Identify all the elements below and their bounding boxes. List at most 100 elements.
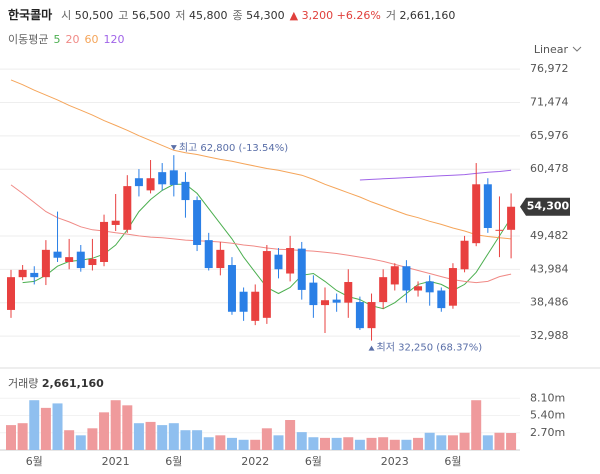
- y-tick-label: 5.40m: [530, 409, 565, 422]
- legend-entry: 60: [84, 33, 99, 46]
- candle-body: [483, 184, 492, 228]
- ma-legend: 이동평균 5 20 60 120: [8, 31, 124, 47]
- volume-bar: [471, 400, 482, 450]
- candle-body: [344, 282, 353, 303]
- field: 종 54,300: [233, 7, 285, 23]
- ma-line: [10, 79, 512, 240]
- volume-bar: [285, 420, 296, 450]
- candle-body: [507, 206, 516, 230]
- volume-bar: [296, 432, 307, 450]
- annotation-marker: [170, 145, 177, 151]
- ma-line: [359, 169, 512, 181]
- volume-bar: [157, 425, 168, 450]
- candle-body: [65, 257, 74, 262]
- volume-bar: [413, 437, 424, 450]
- candle-body: [158, 172, 167, 185]
- x-tick-label: 6월: [26, 455, 43, 468]
- field-label: 저: [175, 9, 186, 22]
- scale-label: Linear: [534, 43, 569, 56]
- volume-bar: [192, 430, 203, 450]
- volume-bar: [64, 430, 75, 450]
- volume-bar: [308, 437, 319, 450]
- field-label: 종: [232, 9, 243, 22]
- volume-bar: [436, 435, 447, 450]
- x-tick-label: 6월: [444, 455, 461, 468]
- x-tick-label: 2023: [381, 455, 409, 468]
- volume-bar: [110, 400, 121, 450]
- candle-body: [193, 200, 202, 245]
- field-value: 2,661,160: [399, 9, 456, 22]
- volume-bar: [459, 432, 470, 450]
- volume-bar: [494, 432, 505, 450]
- volume-title: 거래량 2,661,160: [8, 377, 104, 390]
- y-tick-label: 71,474: [530, 96, 569, 109]
- candle-body: [100, 221, 109, 262]
- candle-body: [251, 291, 260, 321]
- y-tick-label: 8.10m: [530, 391, 565, 404]
- candle-body: [123, 186, 132, 230]
- candle-body: [239, 291, 248, 312]
- volume-bar: [145, 421, 156, 450]
- candle-body: [355, 302, 364, 329]
- candle-body: [460, 240, 469, 270]
- volume-bar: [168, 423, 179, 450]
- candle-body: [134, 178, 143, 187]
- legend-entry: 120: [103, 33, 125, 46]
- candle-body: [169, 170, 178, 185]
- candle-body: [41, 249, 50, 278]
- field: 고 56,500: [118, 7, 170, 23]
- candle-body: [76, 251, 85, 269]
- volume-bar: [401, 439, 412, 450]
- volume-bar: [389, 439, 400, 450]
- y-tick-label: 43,984: [530, 262, 569, 275]
- legend-entry: 20: [65, 33, 80, 46]
- price-tag-label: 54,300: [527, 200, 570, 213]
- volume-bar: [75, 435, 86, 450]
- y-tick-label: 60,478: [530, 162, 569, 175]
- candle-body: [472, 184, 481, 244]
- volume-bar: [261, 428, 272, 450]
- field-label: 고: [118, 9, 129, 22]
- field-value: 56,500: [131, 9, 171, 22]
- volume-bar: [343, 437, 354, 450]
- candle-body: [204, 240, 213, 269]
- candle-body: [437, 290, 446, 309]
- candle-body: [402, 266, 411, 291]
- candle-body: [18, 269, 27, 278]
- candle-body: [111, 220, 120, 225]
- volume-bar: [273, 435, 284, 450]
- field-value: 50,500: [74, 9, 114, 22]
- volume-bar: [133, 423, 144, 450]
- candle-body: [274, 254, 283, 270]
- y-tick-label: 65,976: [530, 129, 569, 142]
- volume-bar: [99, 412, 110, 450]
- volume-bar: [354, 439, 365, 450]
- candle-body: [309, 282, 318, 306]
- candle-body: [181, 181, 190, 201]
- annotation-label: 최고 62,800 (-13.54%): [179, 142, 288, 154]
- y-tick-label: 76,972: [530, 62, 569, 75]
- volume-bar: [424, 432, 435, 450]
- candle-body: [7, 277, 15, 310]
- y-tick-label: 32,988: [530, 329, 569, 342]
- x-tick-label: 6월: [305, 455, 322, 468]
- legend-entry: 5: [53, 33, 61, 46]
- annotation-label: 최저 32,250 (68.37%): [377, 342, 483, 354]
- scale-caret: [572, 46, 582, 52]
- volume-bar: [378, 437, 389, 450]
- field-label: 시: [61, 9, 72, 22]
- volume-title-text: 거래량: [8, 377, 38, 390]
- volume-bar: [250, 439, 261, 450]
- volume-bar: [52, 403, 63, 450]
- candle-body: [262, 251, 271, 318]
- volume-bar: [215, 435, 226, 450]
- candle-body: [332, 299, 341, 303]
- volume-bar: [366, 437, 377, 450]
- y-tick-label: 38,486: [530, 296, 569, 309]
- x-tick-label: 2022: [241, 455, 269, 468]
- volume-bar: [6, 425, 16, 450]
- candle-body: [297, 248, 306, 290]
- candle-body: [425, 281, 434, 293]
- volume-bar: [320, 437, 331, 450]
